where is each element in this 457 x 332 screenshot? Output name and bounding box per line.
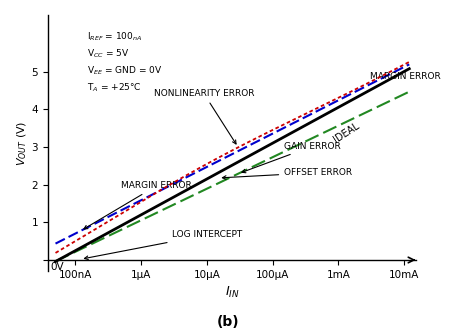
margin <box>275 129 281 133</box>
Text: I$_{REF}$ = 100$_{nA}$
V$_{CC}$ = 5V
V$_{EE}$ = GND = 0V
T$_{A}$ = +25°C: I$_{REF}$ = 100$_{nA}$ V$_{CC}$ = 5V V$_… <box>87 30 162 94</box>
ideal <box>168 197 174 201</box>
margin <box>168 183 174 187</box>
Text: (b): (b) <box>217 315 240 329</box>
gain <box>168 204 174 208</box>
margin <box>310 111 315 115</box>
Line: gain: gain <box>55 92 409 261</box>
margin <box>308 112 314 116</box>
ideal <box>308 120 314 124</box>
gain <box>53 259 58 263</box>
Text: IDEAL: IDEAL <box>332 120 361 144</box>
Line: ideal: ideal <box>55 69 409 262</box>
nonlin <box>308 109 314 113</box>
gain <box>275 153 281 157</box>
Line: margin: margin <box>55 64 409 244</box>
margin <box>53 242 58 246</box>
margin <box>193 171 198 175</box>
ideal <box>275 138 281 142</box>
X-axis label: $I_{IN}$: $I_{IN}$ <box>225 285 239 300</box>
nonlin <box>96 225 101 229</box>
Text: 0V: 0V <box>51 262 64 272</box>
gain <box>310 136 315 140</box>
Line: nonlin: nonlin <box>55 62 409 253</box>
ideal <box>53 260 58 264</box>
Text: NONLINEARITY ERROR: NONLINEARITY ERROR <box>154 89 254 144</box>
nonlin <box>407 60 412 64</box>
Text: MARGIN ERROR: MARGIN ERROR <box>84 181 192 229</box>
nonlin <box>53 251 58 255</box>
Y-axis label: $V_{OUT}$ (V): $V_{OUT}$ (V) <box>15 121 28 166</box>
gain <box>193 192 198 196</box>
nonlin <box>275 125 281 129</box>
margin <box>96 220 101 224</box>
ideal <box>96 236 101 240</box>
ideal <box>193 183 198 187</box>
Text: MARGIN ERROR: MARGIN ERROR <box>370 72 441 81</box>
gain <box>308 137 314 141</box>
nonlin <box>193 168 198 172</box>
margin <box>407 62 412 66</box>
ideal <box>310 120 315 124</box>
Text: GAIN ERROR: GAIN ERROR <box>242 142 341 173</box>
nonlin <box>168 182 174 186</box>
gain <box>407 90 412 94</box>
gain <box>96 239 101 243</box>
nonlin <box>310 109 315 113</box>
Text: OFFSET ERROR: OFFSET ERROR <box>223 168 352 179</box>
ideal <box>407 67 412 71</box>
Text: LOG INTERCEPT: LOG INTERCEPT <box>85 230 243 260</box>
